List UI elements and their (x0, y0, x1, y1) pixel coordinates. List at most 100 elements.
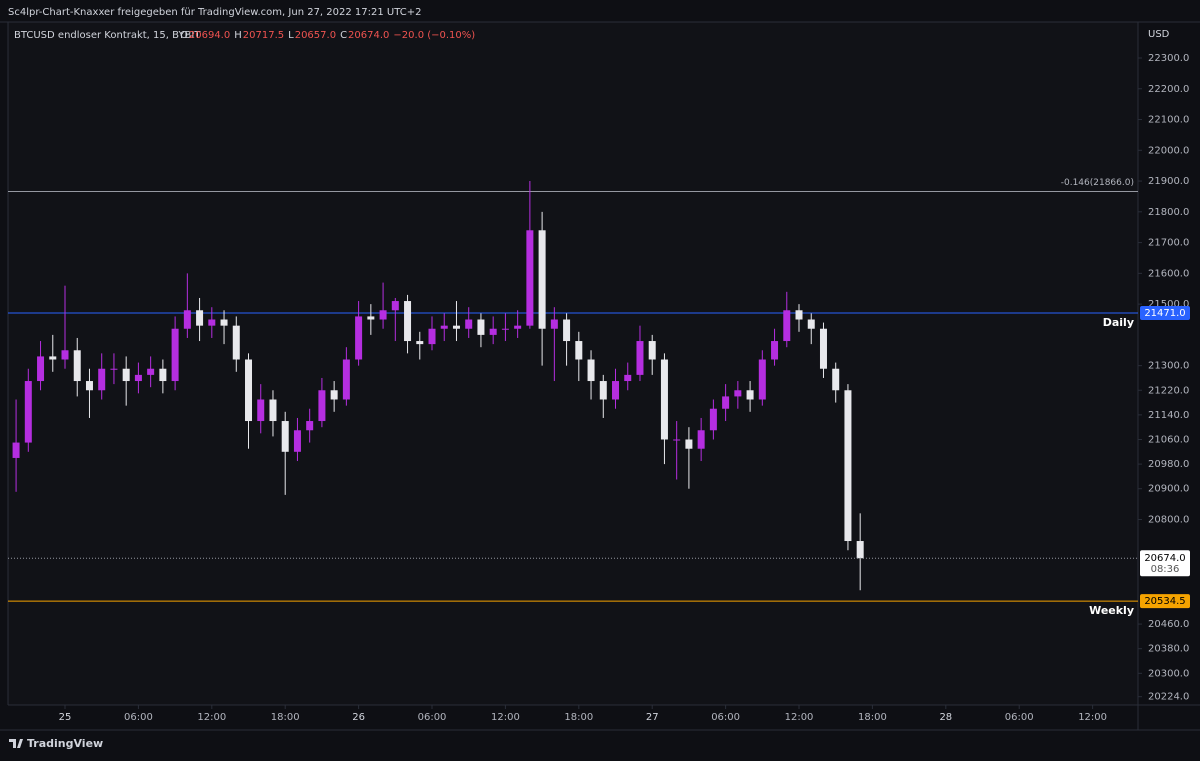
x-tick-label: 06:00 (418, 712, 447, 723)
logo-icon (9, 739, 23, 748)
candle-body (783, 310, 791, 342)
candle-body (489, 328, 497, 335)
candle-body (134, 374, 142, 382)
candle-body (746, 390, 754, 400)
y-tick-label: 21500.0 (1148, 299, 1189, 310)
candle-body (636, 341, 644, 375)
x-tick-label: 18:00 (271, 712, 300, 723)
candle-body (404, 301, 412, 342)
candle-body (171, 328, 179, 382)
x-tick-label: 18:00 (858, 712, 887, 723)
x-tick-label: 06:00 (124, 712, 153, 723)
x-tick-label: 12:00 (1078, 712, 1107, 723)
candle-body (147, 368, 155, 375)
y-tick-label: 22000.0 (1148, 145, 1189, 156)
candle-body (37, 356, 45, 382)
candle-body (599, 381, 607, 400)
footer-logo: TradingView (9, 737, 103, 750)
candle-body (587, 359, 595, 382)
y-tick-label: 21140.0 (1148, 410, 1189, 421)
candle-body (758, 359, 766, 400)
candle-body (575, 341, 583, 360)
level-label: -0.146(21866.0) (1061, 178, 1134, 188)
candle-body (428, 328, 436, 345)
y-tick-label: 22200.0 (1148, 84, 1189, 95)
candle-body (660, 359, 668, 440)
candle-body (697, 430, 705, 449)
price-unit: USD (1148, 29, 1170, 40)
candle-body (183, 310, 191, 329)
y-tick-label: 20224.0 (1148, 692, 1189, 703)
y-tick-label: 20380.0 (1148, 644, 1189, 655)
candle-body (807, 319, 815, 329)
y-tick-label: 20900.0 (1148, 484, 1189, 495)
candle-body (159, 368, 167, 382)
plot-area (8, 22, 1138, 705)
candle-body (220, 319, 228, 326)
candle-body (85, 381, 93, 391)
candle-body (648, 341, 656, 360)
x-tick-label: 18:00 (564, 712, 593, 723)
candle-body (196, 310, 204, 326)
candle-body (61, 350, 69, 360)
candle-body (477, 319, 485, 335)
candle-body (452, 325, 460, 329)
candle-body (293, 430, 301, 452)
candle-body (844, 390, 852, 542)
legend-key: H (234, 30, 242, 41)
price-badge-label: 20534.5 (1144, 596, 1185, 607)
x-tick-label: 27 (646, 712, 659, 723)
candle-body (465, 319, 473, 329)
y-tick-label: 21060.0 (1148, 434, 1189, 445)
y-tick-label: 20980.0 (1148, 459, 1189, 470)
candle-body (122, 368, 130, 382)
countdown: 08:36 (1151, 564, 1180, 575)
price-badge (1140, 594, 1190, 609)
candle-body (379, 310, 387, 320)
candle-body (819, 328, 827, 369)
candle-body (722, 396, 730, 409)
y-tick-label: 21220.0 (1148, 385, 1189, 396)
x-tick-label: 25 (59, 712, 72, 723)
y-tick-label: 21800.0 (1148, 207, 1189, 218)
candle-body (24, 381, 32, 443)
candle-body (856, 541, 864, 559)
y-tick-label: 20460.0 (1148, 619, 1189, 630)
candle-body (12, 442, 20, 458)
y-tick-label: 21900.0 (1148, 176, 1189, 187)
y-tick-label: 21600.0 (1148, 268, 1189, 279)
candle-body (550, 319, 558, 329)
x-tick-label: 26 (352, 712, 365, 723)
candle-body (832, 368, 840, 391)
candle-body (330, 390, 338, 400)
candle-body (281, 421, 289, 452)
level-label: Daily (1103, 316, 1134, 329)
candle-body (514, 325, 522, 329)
price-badge (1140, 306, 1190, 321)
shared-by: Sc4lpr-Chart-Knaxxer freigegeben für Tra… (8, 7, 421, 18)
last-price-label: 20674.0 (1144, 553, 1185, 564)
candle-body (98, 368, 106, 391)
legend-change: −20.0 (−0.10%) (393, 30, 475, 41)
last-price-badge (1140, 550, 1190, 577)
candle-body (440, 325, 448, 329)
x-tick-label: 12:00 (197, 712, 226, 723)
x-tick-label: 12:00 (785, 712, 814, 723)
legend-value: 20694.0 (189, 30, 230, 41)
candle-body (269, 399, 277, 422)
symbol: BTCUSD endloser Kontrakt, 15, BYBIT (14, 30, 201, 41)
candle-body (318, 390, 326, 422)
y-tick-label: 21300.0 (1148, 361, 1189, 372)
y-tick-label: 20300.0 (1148, 668, 1189, 679)
level-label: Weekly (1089, 604, 1134, 617)
candle-body (673, 439, 681, 441)
candle-body (624, 374, 632, 382)
legend-value: 20717.5 (243, 30, 284, 41)
candle-body (208, 319, 216, 326)
candle-body (526, 230, 534, 326)
candle-body (612, 381, 620, 400)
candle-body (245, 359, 253, 422)
candles (12, 181, 864, 591)
candle-body (501, 328, 509, 330)
price-badge-label: 21471.0 (1144, 308, 1185, 319)
